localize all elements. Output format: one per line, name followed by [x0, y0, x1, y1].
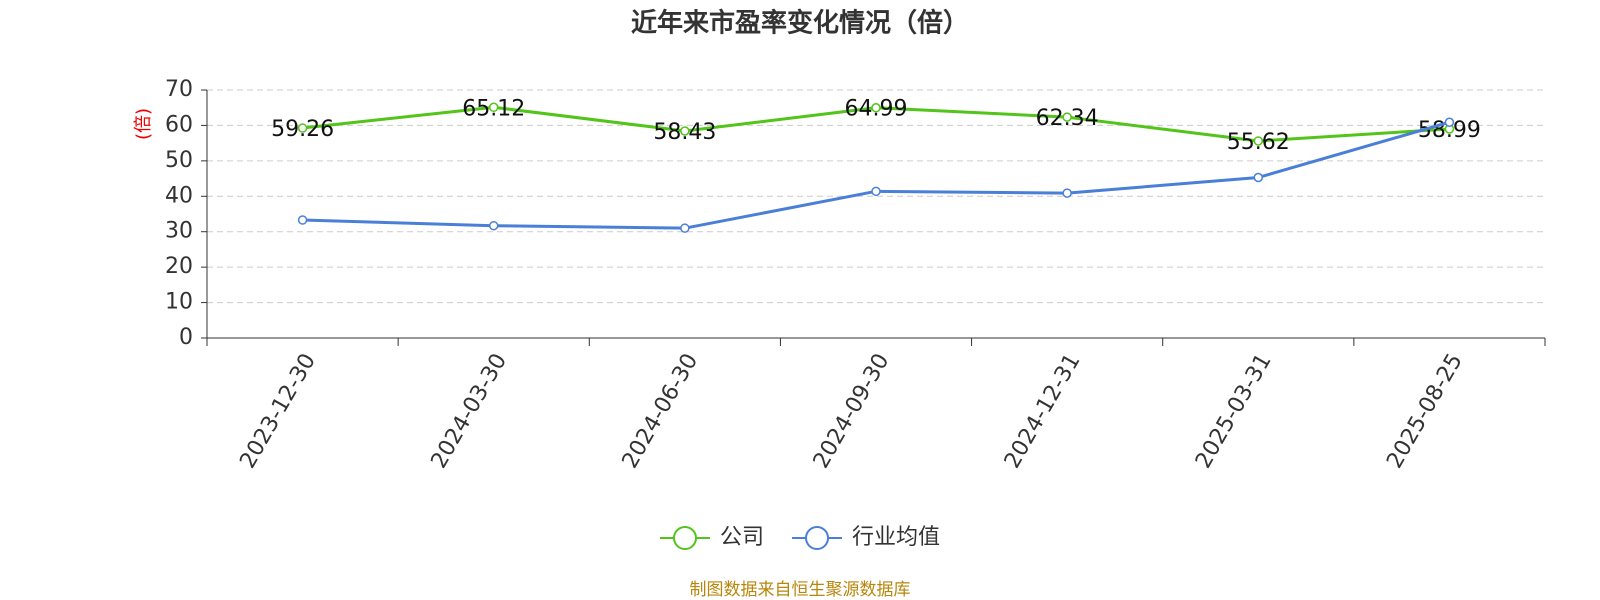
x-tick-label: 2025-08-25: [1382, 350, 1468, 473]
x-tick-label: 2023-12-30: [235, 350, 321, 473]
y-tick-label: 40: [165, 183, 193, 208]
point: [1253, 136, 1264, 146]
x-tick-label: 2024-06-30: [618, 350, 704, 473]
y-tick-label: 30: [165, 219, 193, 244]
point: [297, 123, 308, 133]
legend-marker: [673, 526, 697, 550]
data-label: 65.12: [462, 96, 525, 121]
point: [1062, 112, 1072, 122]
legend-label: 行业均值: [852, 525, 940, 550]
data-label: 59.26: [271, 117, 334, 142]
chart-title: 近年来市盈率变化情况（倍）: [631, 8, 969, 39]
data-label: 62.34: [1036, 106, 1099, 131]
data-label: 64.99: [845, 97, 908, 122]
data-label: 58.43: [653, 120, 716, 145]
point: [871, 102, 881, 113]
x-tick-label: 2024-12-31: [1000, 350, 1086, 473]
point: [488, 220, 499, 231]
y-tick-label: 10: [165, 290, 193, 315]
y-tick-label: 0: [179, 325, 193, 350]
y-tick-label: 50: [165, 148, 193, 173]
y-tick-label: 70: [165, 77, 193, 102]
point: [297, 215, 308, 225]
point: [871, 186, 881, 197]
legend-label: 公司: [720, 525, 764, 550]
point: [680, 126, 690, 136]
x-tick-label: 2024-09-30: [809, 350, 895, 473]
x-tick-label: 2024-03-30: [427, 350, 513, 473]
y-tick-label: 60: [165, 112, 193, 137]
source-note: 制图数据来自恒生聚源数据库: [690, 580, 911, 600]
data-label: 55.62: [1227, 130, 1290, 155]
x-tick-label: 2025-03-31: [1191, 350, 1277, 473]
point: [1444, 117, 1455, 127]
legend-marker: [805, 526, 830, 550]
point: [680, 223, 690, 233]
y-axis-label: (倍): [133, 108, 154, 140]
point: [488, 102, 499, 113]
y-tick-label: 20: [165, 254, 193, 279]
point: [1253, 172, 1264, 183]
point: [1062, 188, 1072, 198]
